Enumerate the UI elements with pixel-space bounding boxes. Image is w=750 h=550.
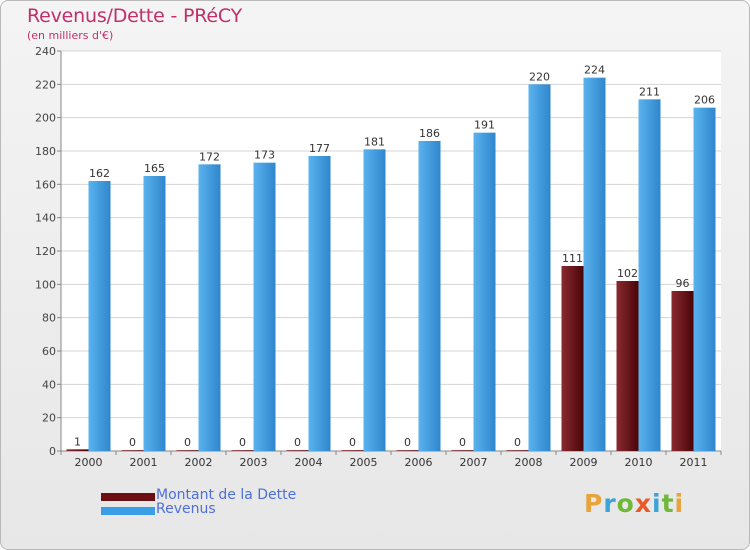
data-label: 211 [639, 85, 660, 98]
y-tick-label: 40 [42, 378, 56, 391]
y-tick-label: 160 [35, 178, 56, 191]
legend-label-revenus: Revenus [156, 501, 216, 517]
bar-dette [451, 450, 474, 451]
data-label: 102 [617, 267, 638, 280]
x-tick-label: 2001 [130, 456, 158, 469]
logo-letter: i [652, 489, 662, 518]
x-tick-label: 2006 [405, 456, 433, 469]
y-tick-label: 120 [35, 245, 56, 258]
bar-revenus [143, 176, 166, 451]
y-tick-label: 20 [42, 412, 56, 425]
bar-dette [341, 450, 364, 451]
y-tick-label: 180 [35, 145, 56, 158]
bar-revenus [583, 77, 606, 452]
data-label: 0 [129, 436, 136, 449]
data-label: 206 [694, 94, 715, 107]
bar-revenus [693, 107, 716, 452]
data-label: 0 [459, 436, 466, 449]
bar-revenus [473, 132, 496, 451]
x-tick-label: 2002 [185, 456, 213, 469]
y-tick-label: 200 [35, 112, 56, 125]
chart-subtitle: (en milliers d'€) [27, 29, 114, 42]
bar-dette [396, 450, 419, 451]
data-label: 0 [184, 436, 191, 449]
logo-letter: i [674, 489, 685, 518]
logo-letter: o [616, 489, 635, 518]
legend-swatch-revenus [101, 507, 155, 515]
x-tick-label: 2003 [240, 456, 268, 469]
data-label: 224 [584, 64, 605, 77]
bar-revenus [638, 99, 661, 451]
bar-dette [671, 291, 694, 451]
data-label: 1 [74, 435, 81, 448]
x-tick-label: 2010 [625, 456, 653, 469]
y-tick-label: 220 [35, 78, 56, 91]
bar-dette [561, 266, 584, 451]
x-tick-label: 2007 [460, 456, 488, 469]
data-label: 162 [89, 167, 110, 180]
data-label: 191 [474, 119, 495, 132]
data-label: 0 [239, 436, 246, 449]
y-tick-label: 100 [35, 278, 56, 291]
y-tick-label: 0 [49, 445, 56, 458]
legend-label-dette: Montant de la Dette [156, 487, 297, 503]
data-label: 186 [419, 127, 440, 140]
data-label: 0 [514, 436, 521, 449]
y-tick-label: 60 [42, 345, 56, 358]
logo-letter: x [634, 489, 652, 518]
data-label: 177 [309, 142, 330, 155]
bar-revenus [198, 164, 221, 452]
data-label: 165 [144, 162, 165, 175]
data-label: 111 [562, 252, 583, 265]
bar-dette [616, 281, 639, 451]
bar-revenus [363, 149, 386, 452]
data-label: 173 [254, 149, 275, 162]
bar-dette [231, 450, 254, 451]
data-label: 172 [199, 150, 220, 163]
x-tick-label: 2005 [350, 456, 378, 469]
data-label: 96 [676, 277, 690, 290]
x-tick-label: 2004 [295, 456, 323, 469]
data-label: 0 [349, 436, 356, 449]
y-tick-label: 240 [35, 45, 56, 58]
bar-revenus [528, 84, 551, 451]
legend-swatch-dette [101, 493, 155, 501]
data-label: 0 [404, 436, 411, 449]
x-tick-label: 2008 [515, 456, 543, 469]
bar-dette [286, 450, 309, 451]
x-tick-label: 2011 [680, 456, 708, 469]
bar-revenus [88, 181, 111, 451]
bar-revenus [308, 156, 331, 451]
bar-revenus [418, 141, 441, 451]
y-tick-label: 140 [35, 212, 56, 225]
bar-dette [176, 450, 199, 451]
chart-title: Revenus/Dette - PRéCY [27, 5, 243, 27]
x-tick-label: 2000 [75, 456, 103, 469]
bar-revenus [253, 162, 276, 451]
data-label: 0 [294, 436, 301, 449]
logo-letter: r [603, 489, 617, 518]
y-tick-label: 80 [42, 312, 56, 325]
data-label: 181 [364, 135, 385, 148]
bar-dette [121, 450, 144, 451]
logo-letter: t [661, 489, 675, 518]
logo-letter: P [584, 489, 604, 518]
data-label: 220 [529, 70, 550, 83]
bar-dette [506, 450, 529, 451]
bar-dette [66, 449, 89, 451]
proxiti-logo: Proxiti [584, 489, 684, 518]
x-tick-label: 2009 [570, 456, 598, 469]
